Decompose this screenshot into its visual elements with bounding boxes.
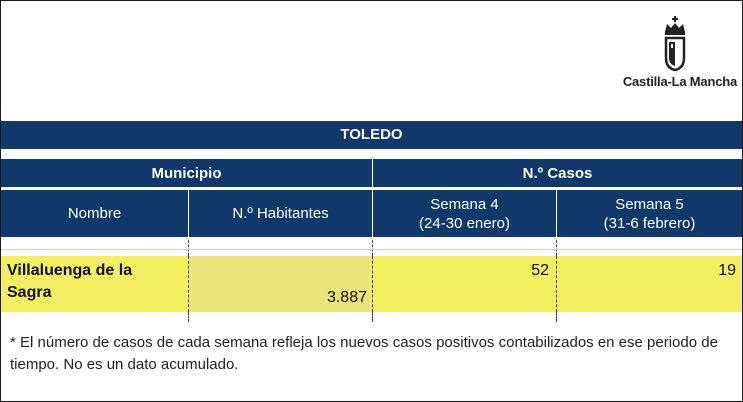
- col-semana4-line1: Semana 4: [430, 195, 499, 213]
- gap-divider: [188, 312, 189, 322]
- gap-divider: [188, 240, 189, 256]
- semana5-value: 19: [718, 262, 736, 279]
- col-nombre: Nombre: [67, 205, 122, 222]
- group-casos: N.º Casos: [522, 164, 593, 182]
- divider: [556, 190, 557, 237]
- gap-divider: [372, 240, 373, 256]
- municipio-name: Villaluenga de la Sagra: [7, 260, 187, 316]
- group-municipio: Municipio: [151, 164, 222, 182]
- col-semana5: Semana 5 (31-6 febrero): [557, 190, 742, 237]
- gap-divider: [556, 240, 557, 256]
- logo-text: Castilla-La Mancha: [622, 74, 737, 89]
- divider: [372, 190, 373, 237]
- col-semana5-line2: (31-6 febrero): [603, 214, 696, 232]
- semana4-value: 52: [531, 262, 549, 279]
- habitantes-value: 3.887: [326, 289, 367, 306]
- divider: [188, 190, 189, 237]
- col-semana4: Semana 4 (24-30 enero): [373, 190, 556, 237]
- col-semana5-line1: Semana 5: [615, 195, 684, 213]
- province-title: TOLEDO: [1, 121, 742, 149]
- cell-divider: [556, 256, 557, 312]
- municipio-line2: Sagra: [7, 284, 52, 301]
- col-semana4-line2: (24-30 enero): [419, 214, 510, 232]
- habitantes-cell-shade: [189, 256, 373, 312]
- cell-divider: [372, 256, 373, 312]
- table-row: Villaluenga de la Sagra 3.887 52 19: [1, 256, 742, 312]
- footnote: * El número de casos de cada semana refl…: [10, 334, 718, 373]
- municipio-line1: Villaluenga de la: [7, 262, 133, 279]
- castilla-la-mancha-logo: Castilla-La Mancha: [617, 14, 737, 94]
- gap-divider: [372, 312, 373, 322]
- cell-divider: [188, 256, 189, 312]
- divider: [372, 159, 373, 187]
- gap-divider: [556, 312, 557, 322]
- group-header-row: Municipio N.º Casos: [1, 159, 742, 187]
- col-habitantes: N.º Habitantes: [232, 205, 329, 222]
- crest-icon: [664, 16, 686, 72]
- gap-rule: [1, 249, 742, 250]
- column-header-row: Nombre N.º Habitantes Semana 4 (24-30 en…: [1, 190, 742, 237]
